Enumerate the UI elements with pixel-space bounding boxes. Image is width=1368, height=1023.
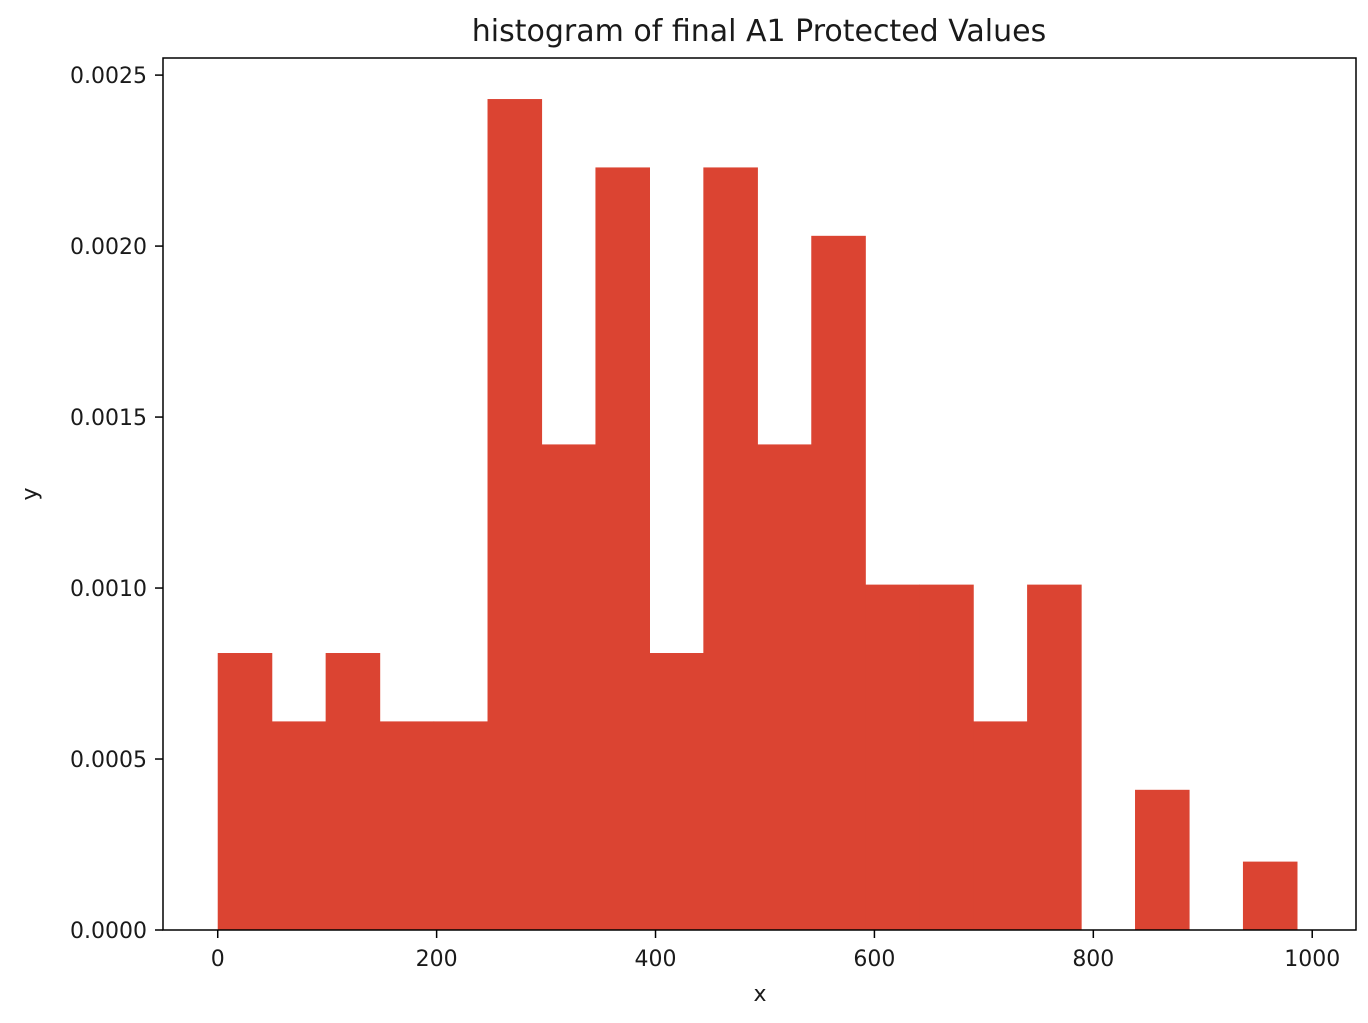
histogram-bar [595, 167, 650, 930]
histogram-bar [1242, 861, 1298, 930]
histogram-bar [433, 721, 489, 930]
histogram-bar [811, 235, 866, 930]
y-tick-label: 0.0000 [70, 919, 147, 944]
x-tick-label: 1000 [1284, 947, 1340, 972]
histogram-bar [1027, 584, 1082, 930]
y-tick-label: 0.0005 [70, 748, 147, 773]
plot-frame [162, 57, 1357, 931]
histogram-bar [703, 167, 758, 930]
histogram-bar [1135, 789, 1190, 930]
y-axis: 0.0000 0.0005 0.0010 0.0015 0.0020 0.0025 [70, 64, 163, 944]
x-tick-label: 0 [211, 947, 225, 972]
chart-title: histogram of final A1 Protected Values [472, 14, 1047, 49]
x-axis: 0 200 400 600 800 1000 [211, 930, 1340, 972]
y-tick-label: 0.0010 [70, 577, 147, 602]
histogram-bar [865, 584, 920, 930]
histogram-bar [379, 721, 435, 930]
histogram-bar [325, 653, 381, 930]
bars-group [217, 99, 1298, 931]
histogram-bar [541, 444, 597, 930]
y-axis-label: y [18, 487, 43, 500]
x-axis-label: x [753, 982, 766, 1007]
histogram-bar [271, 721, 327, 930]
histogram-bar [919, 584, 974, 930]
histogram-bar [973, 721, 1028, 930]
y-tick-label: 0.0015 [70, 406, 147, 431]
y-tick-label: 0.0020 [70, 235, 147, 260]
y-tick-label: 0.0025 [70, 64, 147, 89]
histogram-bar [649, 653, 704, 930]
x-tick-label: 800 [1072, 947, 1114, 972]
x-tick-label: 600 [853, 947, 895, 972]
histogram-bar [487, 99, 543, 931]
histogram-bar [217, 653, 273, 930]
x-tick-label: 200 [416, 947, 458, 972]
histogram-bar [757, 444, 812, 930]
x-tick-label: 400 [635, 947, 677, 972]
